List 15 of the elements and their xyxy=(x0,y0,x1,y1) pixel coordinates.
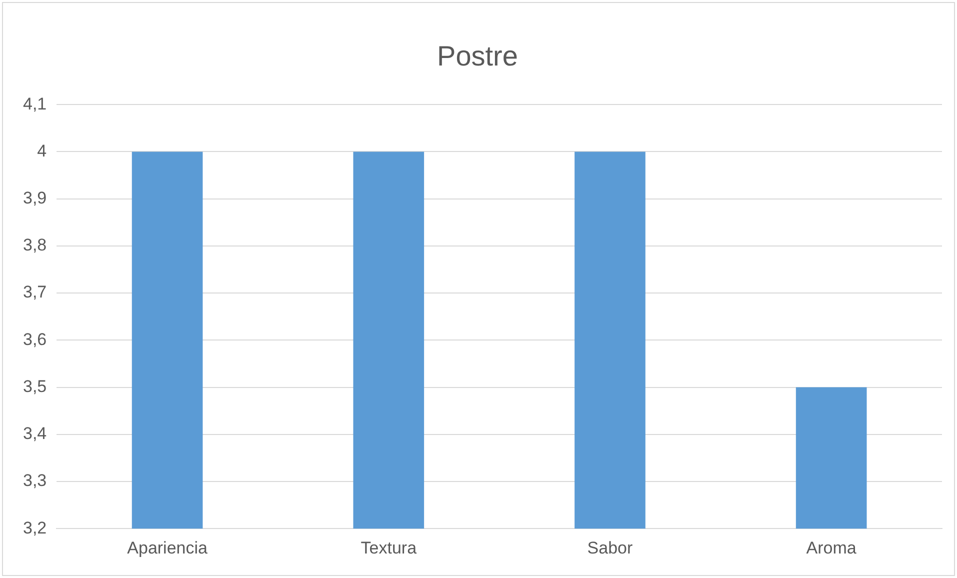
y-tick-label: 3,9 xyxy=(22,188,47,208)
y-tick-label: 4 xyxy=(37,141,47,160)
y-tick-label: 3,6 xyxy=(22,330,47,349)
y-tick-label: 3,7 xyxy=(22,282,47,302)
chart-title: Postre xyxy=(437,40,518,72)
y-tick-label: 3,2 xyxy=(22,518,47,538)
y-tick-label: 3,8 xyxy=(22,236,47,255)
y-tick-label: 4,1 xyxy=(22,94,47,114)
y-tick-label: 3,3 xyxy=(22,471,47,490)
x-tick-label: Textura xyxy=(360,538,418,558)
x-tick-label: Aroma xyxy=(806,538,857,558)
x-tick-label: Apariencia xyxy=(127,538,208,558)
x-tick-label: Sabor xyxy=(587,538,633,558)
y-tick-label: 3,5 xyxy=(22,376,47,396)
y-tick-label: 3,4 xyxy=(22,424,47,444)
